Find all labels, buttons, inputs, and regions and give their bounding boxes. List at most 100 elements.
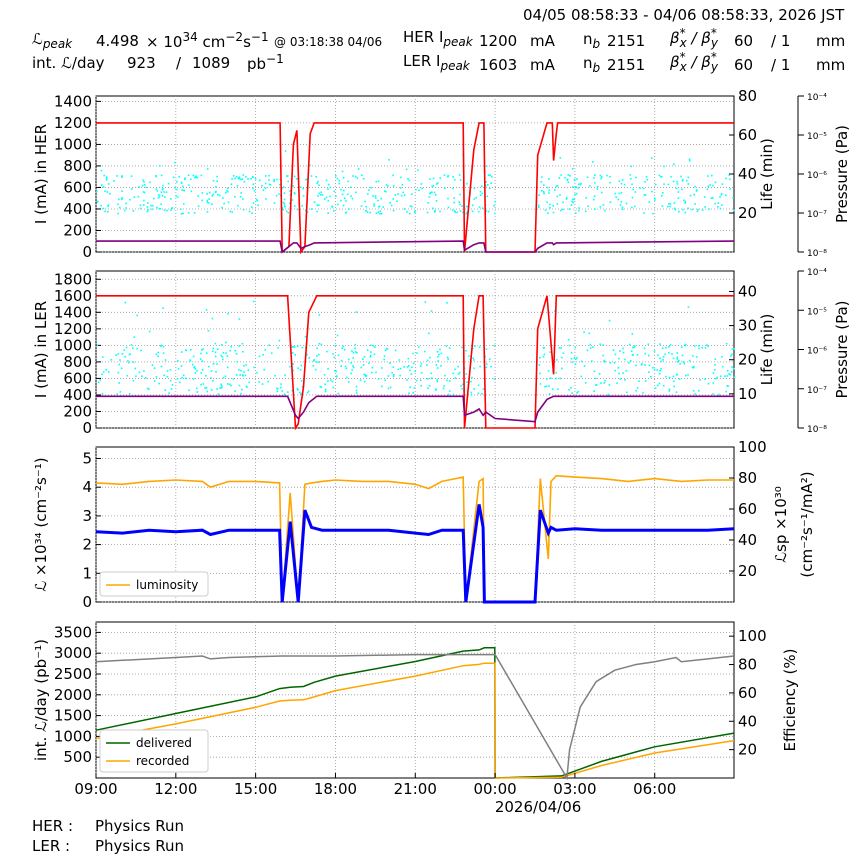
pressure-point	[599, 206, 602, 208]
pressure-point	[461, 346, 463, 349]
pressure-point	[673, 207, 676, 210]
pressure-point	[660, 175, 662, 178]
pressure-point	[139, 204, 142, 207]
pressure-point	[667, 183, 670, 186]
pressure-point	[182, 374, 185, 377]
pressure-point	[345, 211, 348, 214]
pressure-point	[444, 187, 446, 189]
pressure-point	[687, 374, 689, 376]
pressure-point	[651, 190, 653, 193]
pressure-point	[548, 393, 551, 395]
pressure-point	[124, 355, 127, 358]
pressure-point	[408, 179, 411, 182]
pressure-point	[343, 348, 346, 351]
pressure-point	[216, 180, 218, 183]
pressure-point	[714, 202, 716, 205]
pressure-point	[171, 207, 173, 210]
pressure-point	[318, 361, 321, 363]
pressure-point	[222, 376, 225, 379]
pressure-point	[471, 376, 473, 379]
pressure-point	[647, 343, 650, 345]
pressure-point	[676, 358, 679, 360]
pressure-point	[538, 364, 541, 366]
pressure-point	[622, 347, 624, 350]
pressure-point	[232, 174, 235, 177]
pressure-point	[688, 158, 691, 161]
pressure-point	[656, 384, 659, 387]
pressure-point	[721, 204, 723, 206]
pressure-point	[347, 358, 350, 361]
y-tick-label: 200	[63, 221, 92, 239]
pressure-point	[165, 191, 168, 193]
pressure-point	[409, 386, 411, 389]
pressure-point	[583, 331, 585, 334]
pressure-point	[620, 182, 623, 185]
pressure-point	[585, 197, 587, 199]
pressure-point	[268, 174, 270, 177]
pressure-point	[240, 369, 242, 372]
pressure-point	[199, 358, 202, 360]
pressure-point	[351, 369, 353, 371]
y2-tick-label: 80	[738, 656, 757, 674]
pressure-point	[619, 378, 622, 380]
pressure-point	[360, 366, 363, 369]
pressure-point	[407, 357, 410, 360]
pressure-point	[462, 383, 464, 386]
pressure-point	[567, 174, 570, 176]
pressure-point	[658, 382, 661, 385]
pressure-point	[411, 366, 413, 369]
pressure-point	[238, 384, 241, 387]
pressure-point	[162, 307, 164, 309]
pressure-point	[676, 352, 679, 354]
series-line	[95, 662, 735, 779]
pressure-point	[351, 350, 353, 352]
pressure-point	[298, 391, 301, 394]
pressure-point	[221, 344, 223, 346]
pressure-point	[221, 385, 223, 387]
pressure-point	[571, 198, 574, 201]
pressure-point	[389, 202, 392, 204]
pressure-point	[487, 184, 489, 186]
pressure-point	[594, 377, 597, 380]
pressure-point	[196, 391, 199, 393]
pressure-point	[568, 388, 570, 391]
pressure-point	[570, 352, 573, 354]
pressure-point	[161, 188, 164, 191]
pressure-point	[335, 175, 337, 177]
pressure-point	[220, 383, 223, 386]
pressure-point	[635, 389, 638, 392]
pressure-point	[150, 204, 152, 207]
pressure-point	[434, 209, 436, 212]
pressure-point	[699, 379, 702, 381]
pressure-point	[675, 187, 678, 190]
pressure-point	[151, 208, 153, 211]
pressure-point	[346, 193, 349, 196]
pressure-point	[142, 179, 144, 181]
pressure-point	[239, 195, 242, 198]
pressure-point	[300, 392, 302, 395]
pressure-point	[226, 355, 229, 357]
pressure-point	[436, 380, 439, 383]
pressure-point	[340, 365, 343, 367]
pressure-point	[687, 306, 690, 308]
pressure-point	[554, 310, 556, 312]
pressure-point	[417, 169, 419, 172]
pressure-point	[96, 344, 99, 347]
pressure-point	[704, 196, 706, 198]
pressure-point	[616, 382, 618, 384]
pressure-point	[414, 370, 417, 373]
y-tick-label: 1200	[54, 114, 92, 132]
pressure-point	[589, 185, 591, 187]
series-line	[96, 395, 734, 423]
pressure-point	[124, 209, 126, 212]
pressure-point	[442, 387, 445, 390]
pressure-point	[409, 205, 412, 207]
pressure-point	[388, 159, 390, 161]
pressure-point	[121, 176, 123, 178]
pressure-point	[392, 185, 395, 187]
pressure-point	[296, 345, 299, 348]
pressure-point	[698, 345, 700, 347]
pressure-point	[196, 369, 198, 372]
pressure-point	[373, 353, 376, 356]
pressure-point	[412, 352, 414, 355]
